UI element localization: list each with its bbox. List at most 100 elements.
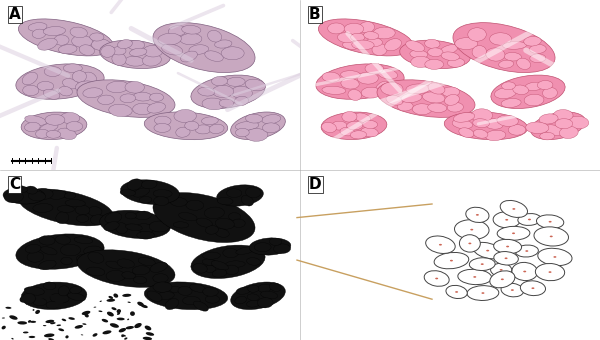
- Ellipse shape: [245, 187, 261, 198]
- Ellipse shape: [180, 33, 202, 45]
- Ellipse shape: [77, 80, 175, 117]
- Ellipse shape: [86, 267, 105, 276]
- Ellipse shape: [28, 320, 31, 323]
- Ellipse shape: [132, 266, 150, 275]
- Ellipse shape: [16, 64, 104, 99]
- Ellipse shape: [269, 238, 281, 245]
- Ellipse shape: [48, 190, 66, 199]
- Ellipse shape: [553, 109, 573, 121]
- Ellipse shape: [5, 307, 11, 309]
- Ellipse shape: [202, 117, 218, 125]
- Ellipse shape: [133, 103, 153, 115]
- Ellipse shape: [48, 338, 54, 340]
- Ellipse shape: [254, 243, 271, 252]
- Ellipse shape: [143, 45, 163, 57]
- Ellipse shape: [367, 38, 382, 47]
- Ellipse shape: [235, 121, 259, 130]
- Ellipse shape: [38, 38, 57, 50]
- Ellipse shape: [500, 269, 503, 271]
- Ellipse shape: [486, 48, 505, 61]
- Ellipse shape: [203, 287, 218, 296]
- Ellipse shape: [434, 252, 469, 269]
- Ellipse shape: [223, 249, 238, 258]
- Ellipse shape: [94, 307, 96, 308]
- Ellipse shape: [442, 87, 460, 97]
- Ellipse shape: [445, 95, 460, 105]
- Ellipse shape: [501, 99, 521, 107]
- Ellipse shape: [127, 302, 131, 303]
- Ellipse shape: [503, 41, 527, 49]
- Ellipse shape: [127, 319, 129, 320]
- Ellipse shape: [21, 112, 87, 139]
- Ellipse shape: [55, 235, 71, 244]
- Ellipse shape: [372, 44, 387, 55]
- Ellipse shape: [205, 295, 220, 303]
- Ellipse shape: [530, 54, 546, 63]
- Ellipse shape: [473, 119, 490, 128]
- Ellipse shape: [425, 236, 455, 253]
- Ellipse shape: [113, 293, 118, 298]
- Ellipse shape: [154, 197, 169, 206]
- Ellipse shape: [36, 296, 44, 300]
- Ellipse shape: [539, 114, 558, 124]
- Ellipse shape: [125, 56, 145, 66]
- Ellipse shape: [504, 52, 521, 61]
- Ellipse shape: [502, 82, 515, 90]
- Ellipse shape: [153, 274, 168, 283]
- Ellipse shape: [124, 337, 127, 340]
- Ellipse shape: [212, 85, 234, 98]
- Ellipse shape: [316, 64, 404, 99]
- Ellipse shape: [450, 260, 453, 261]
- Ellipse shape: [343, 41, 359, 49]
- Ellipse shape: [65, 200, 85, 207]
- Ellipse shape: [494, 239, 521, 254]
- Ellipse shape: [548, 221, 551, 223]
- Ellipse shape: [203, 252, 220, 259]
- Ellipse shape: [98, 310, 103, 312]
- Ellipse shape: [58, 328, 64, 331]
- Ellipse shape: [236, 247, 255, 254]
- Ellipse shape: [455, 38, 478, 50]
- Ellipse shape: [25, 122, 40, 132]
- Ellipse shape: [37, 81, 53, 91]
- Ellipse shape: [79, 45, 94, 55]
- Ellipse shape: [568, 116, 589, 129]
- Ellipse shape: [155, 116, 171, 125]
- Ellipse shape: [105, 212, 122, 223]
- Ellipse shape: [215, 218, 235, 229]
- Ellipse shape: [194, 301, 208, 311]
- Ellipse shape: [473, 242, 503, 259]
- Ellipse shape: [260, 291, 278, 299]
- Ellipse shape: [74, 237, 93, 243]
- Ellipse shape: [137, 224, 154, 233]
- Ellipse shape: [138, 257, 155, 266]
- Ellipse shape: [471, 109, 493, 122]
- Ellipse shape: [133, 276, 147, 284]
- Ellipse shape: [485, 130, 506, 141]
- Ellipse shape: [217, 185, 263, 206]
- Ellipse shape: [186, 200, 204, 210]
- Ellipse shape: [32, 309, 34, 311]
- Ellipse shape: [397, 102, 413, 111]
- Ellipse shape: [505, 219, 508, 221]
- Ellipse shape: [83, 88, 103, 98]
- Ellipse shape: [35, 310, 40, 314]
- Ellipse shape: [109, 296, 113, 299]
- Ellipse shape: [125, 82, 145, 93]
- Ellipse shape: [412, 104, 432, 115]
- Ellipse shape: [147, 103, 166, 113]
- Ellipse shape: [40, 123, 58, 133]
- Ellipse shape: [377, 80, 475, 117]
- Ellipse shape: [258, 284, 271, 292]
- Ellipse shape: [428, 103, 447, 113]
- Ellipse shape: [62, 319, 66, 321]
- Ellipse shape: [526, 250, 529, 252]
- Ellipse shape: [247, 294, 259, 301]
- Ellipse shape: [2, 318, 5, 319]
- Ellipse shape: [84, 246, 103, 256]
- Ellipse shape: [133, 92, 152, 101]
- Ellipse shape: [365, 63, 383, 74]
- Ellipse shape: [196, 218, 212, 227]
- Ellipse shape: [70, 286, 82, 294]
- Ellipse shape: [104, 222, 119, 231]
